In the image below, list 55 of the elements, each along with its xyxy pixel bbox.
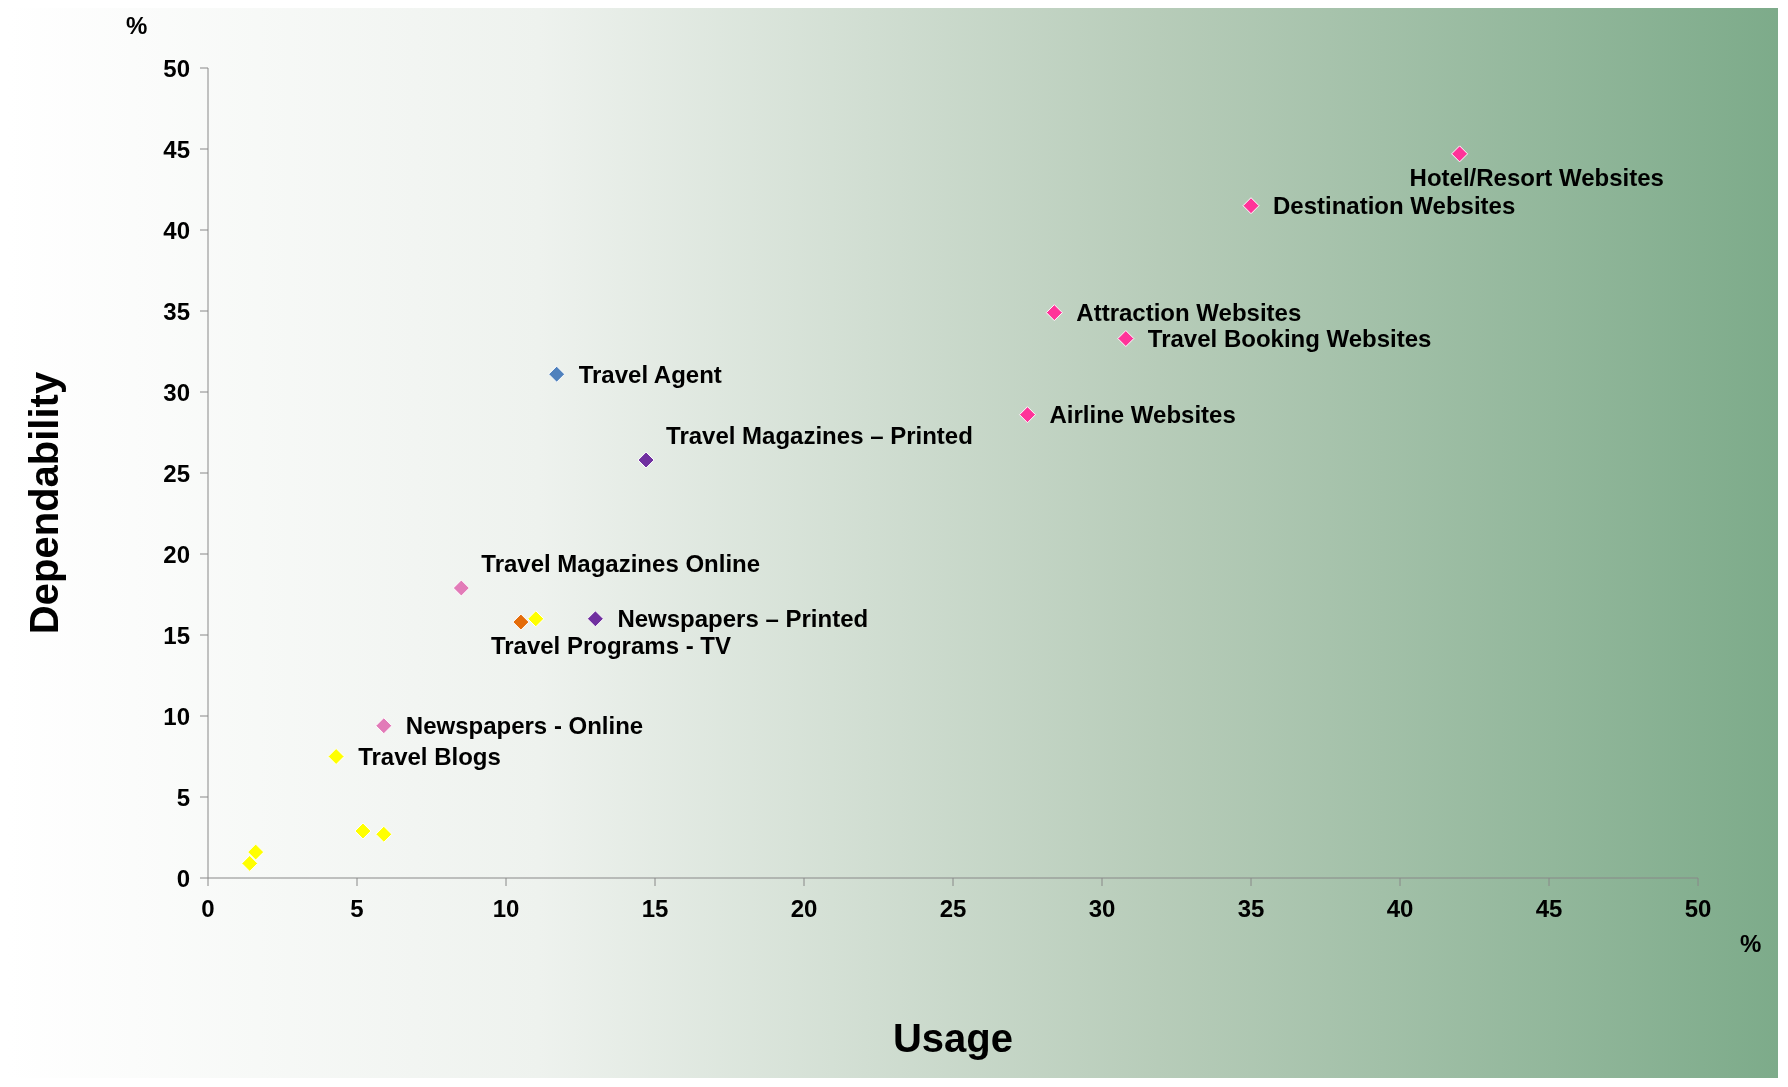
point — [241, 854, 259, 872]
x-tick-label: 10 — [492, 895, 520, 923]
point — [354, 822, 372, 840]
y-axis-title: Dependability — [21, 371, 67, 635]
x-tick-label: 40 — [1386, 895, 1414, 923]
point — [527, 610, 545, 628]
point — [375, 717, 393, 735]
text: % — [1740, 930, 1762, 958]
point — [247, 843, 265, 861]
annotation: Travel Magazines Online — [481, 550, 761, 578]
text: % — [126, 12, 148, 40]
point — [637, 451, 655, 469]
y-tick-label: 0 — [176, 864, 190, 892]
x-tick-label: 45 — [1535, 895, 1563, 923]
x-tick-label: 20 — [790, 895, 818, 923]
x-tick-label: 50 — [1684, 895, 1712, 923]
point — [586, 610, 604, 628]
annotation: Attraction Websites — [1076, 299, 1302, 327]
annotation: Hotel/Resort Websites — [1409, 164, 1664, 192]
annotation: Newspapers – Printed — [617, 605, 869, 633]
annotation: Airline Websites — [1049, 401, 1236, 429]
point — [327, 748, 345, 765]
point — [1451, 145, 1469, 163]
y-tick-label: 15 — [163, 621, 190, 649]
y-tick-label: 30 — [163, 378, 190, 406]
y-tick-label: 40 — [163, 216, 190, 244]
point — [1019, 406, 1036, 424]
x-tick-label: 0 — [201, 895, 215, 923]
annotation: Destination Websites — [1273, 192, 1516, 220]
y-tick-label: 10 — [163, 702, 190, 730]
point — [375, 825, 393, 843]
annotation: Travel Booking Websites — [1147, 324, 1432, 352]
x-tick-label: 30 — [1088, 895, 1116, 923]
annotation: Travel Agent — [578, 360, 722, 388]
x-tick-label: 5 — [350, 895, 364, 923]
point — [1045, 304, 1063, 322]
x-tick-label: 35 — [1237, 895, 1265, 923]
point — [452, 579, 470, 597]
point — [1242, 197, 1260, 215]
y-tick-label: 45 — [163, 135, 190, 163]
point — [548, 365, 566, 383]
point — [1117, 330, 1135, 348]
x-tick-label: 25 — [939, 895, 967, 923]
y-tick-label: 25 — [163, 459, 190, 487]
annotation: Travel Magazines – Printed — [666, 422, 973, 450]
annotation: Travel Programs - TV — [490, 632, 731, 660]
y-tick-label: 5 — [176, 783, 190, 811]
annotation: Travel Blogs — [358, 742, 501, 770]
y-tick-label: 20 — [163, 540, 190, 568]
y-tick-label: 50 — [163, 54, 190, 82]
point — [512, 613, 530, 631]
annotation: Newspapers - Online — [405, 712, 644, 740]
x-tick-label: 15 — [641, 895, 669, 923]
x-axis-title: Usage — [891, 1016, 1015, 1061]
y-tick-label: 35 — [163, 297, 190, 325]
